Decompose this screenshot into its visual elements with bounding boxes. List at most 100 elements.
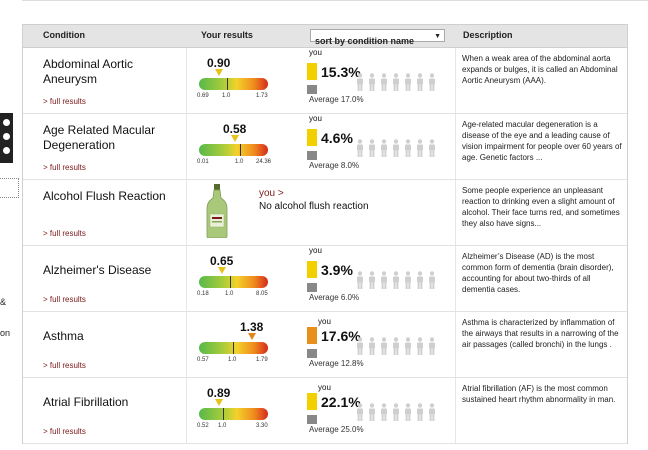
your-risk-bar	[307, 129, 317, 146]
risk-gauge	[199, 144, 268, 156]
person-icon	[369, 271, 375, 289]
person-icon	[357, 337, 363, 355]
gauge-max-label: 8.05	[256, 291, 268, 297]
chevron-down-icon: ▼	[434, 33, 441, 40]
gauge-max-label: 24.36	[256, 159, 272, 165]
header-condition[interactable]: Condition	[43, 30, 85, 40]
condition-description: Atrial fibrillation (AF) is the most com…	[462, 384, 616, 404]
your-risk-bar	[307, 63, 317, 80]
sort-dropdown-label: sort by condition name	[315, 36, 415, 46]
person-icon	[381, 337, 387, 355]
left-panel-text: on	[0, 328, 11, 338]
person-icon	[369, 73, 375, 91]
condition-name[interactable]: Alzheimer's Disease	[43, 263, 152, 277]
person-icon	[393, 337, 399, 355]
person-icon	[417, 403, 423, 421]
gauge-max-label: 1.73	[256, 93, 268, 99]
risk-gauge	[199, 342, 268, 354]
left-ad-strip	[0, 113, 13, 163]
person-icon	[429, 139, 435, 157]
average-risk-label: Average 8.0%	[309, 161, 360, 170]
condition-name[interactable]: Alcohol Flush Reaction	[43, 189, 166, 203]
gauge-mid-label: 1.0	[218, 423, 227, 429]
person-icon	[393, 139, 399, 157]
condition-row: Age Related Macular Degeneration > full r…	[23, 114, 627, 180]
condition-row: Alcohol Flush Reaction > full results you …	[23, 180, 627, 246]
average-risk-label: Average 25.0%	[309, 425, 364, 434]
left-panel-text: &	[0, 297, 7, 307]
full-results-link[interactable]: > full results	[43, 427, 86, 436]
your-risk-bar	[307, 327, 317, 344]
sort-dropdown[interactable]: sort by condition name ▼	[310, 29, 445, 46]
average-risk-bar	[307, 349, 317, 358]
gauge-max-label: 3.30	[256, 423, 268, 429]
population-icons	[356, 403, 440, 421]
gauge-min-label: 0.52	[197, 423, 209, 429]
full-results-link[interactable]: > full results	[43, 97, 86, 106]
left-dotted-box[interactable]	[0, 178, 19, 198]
gauge-min-label: 0.18	[197, 291, 209, 297]
condition-name[interactable]: Age Related Macular Degeneration	[43, 123, 156, 152]
person-icon	[405, 271, 411, 289]
full-results-link[interactable]: > full results	[43, 361, 86, 370]
person-icon	[393, 271, 399, 289]
gauge-min-label: 0.01	[197, 159, 209, 165]
gauge-min-label: 0.69	[197, 93, 209, 99]
your-risk-percent: 3.9%	[321, 262, 353, 278]
condition-description: Age-related macular degeneration is a di…	[462, 120, 622, 162]
condition-description: When a weak area of the abdominal aorta …	[462, 54, 618, 85]
condition-name[interactable]: Asthma	[43, 329, 84, 343]
person-icon	[381, 271, 387, 289]
header-description: Description	[463, 30, 513, 40]
full-results-link[interactable]: > full results	[43, 163, 86, 172]
average-risk-bar	[307, 283, 317, 292]
gauge-min-label: 0.57	[197, 357, 209, 363]
person-icon	[357, 271, 363, 289]
average-risk-label: Average 17.0%	[309, 95, 364, 104]
your-risk-percent: 4.6%	[321, 130, 353, 146]
person-icon	[393, 73, 399, 91]
person-icon	[429, 337, 435, 355]
your-risk-percent: 22.1%	[321, 394, 361, 410]
person-icon	[357, 139, 363, 157]
condition-description: Asthma is characterized by inflammation …	[462, 318, 619, 349]
full-results-link[interactable]: > full results	[43, 229, 86, 238]
person-icon	[417, 337, 423, 355]
condition-description: Some people experience an unpleasant rea…	[462, 186, 620, 228]
condition-name[interactable]: Abdominal Aortic Aneurysm	[43, 57, 134, 86]
average-risk-bar	[307, 151, 317, 160]
odds-ratio-value: 0.89	[207, 386, 231, 400]
population-icons	[356, 139, 440, 157]
risk-gauge	[199, 408, 268, 420]
person-icon	[429, 73, 435, 91]
person-icon	[369, 337, 375, 355]
you-flush-label: you >	[259, 188, 284, 199]
gauge-mid-label: 1.0	[235, 159, 244, 165]
bottle-image	[206, 184, 228, 238]
gauge-mid-label: 1.0	[228, 357, 237, 363]
condition-description: Alzheimer’s Disease (AD) is the most com…	[462, 252, 614, 294]
odds-ratio-value: 0.58	[223, 122, 247, 136]
person-icon	[405, 403, 411, 421]
condition-row: Atrial Fibrillation > full results 0.89 0.5…	[23, 378, 627, 444]
person-icon	[405, 73, 411, 91]
gauge-mid-label: 1.0	[222, 93, 231, 99]
gauge-marker	[215, 399, 223, 406]
person-icon	[429, 403, 435, 421]
population-icons	[356, 271, 440, 289]
results-table: Condition Your results sort by condition…	[22, 24, 628, 444]
average-risk-label: Average 6.0%	[309, 293, 360, 302]
gauge-marker	[248, 333, 256, 340]
risk-gauge	[199, 78, 268, 90]
full-results-link[interactable]: > full results	[43, 295, 86, 304]
population-icons	[356, 337, 440, 355]
your-risk-bar	[307, 393, 317, 410]
flush-result-text: No alcohol flush reaction	[259, 201, 369, 212]
header-your-results[interactable]: Your results	[201, 30, 253, 40]
condition-row: Asthma > full results 1.38 0.57 1.0 1.79 you 17…	[23, 312, 627, 378]
average-risk-bar	[307, 415, 317, 424]
gauge-marker	[215, 69, 223, 76]
condition-name[interactable]: Atrial Fibrillation	[43, 395, 129, 409]
person-icon	[381, 403, 387, 421]
you-label: you	[309, 114, 322, 123]
